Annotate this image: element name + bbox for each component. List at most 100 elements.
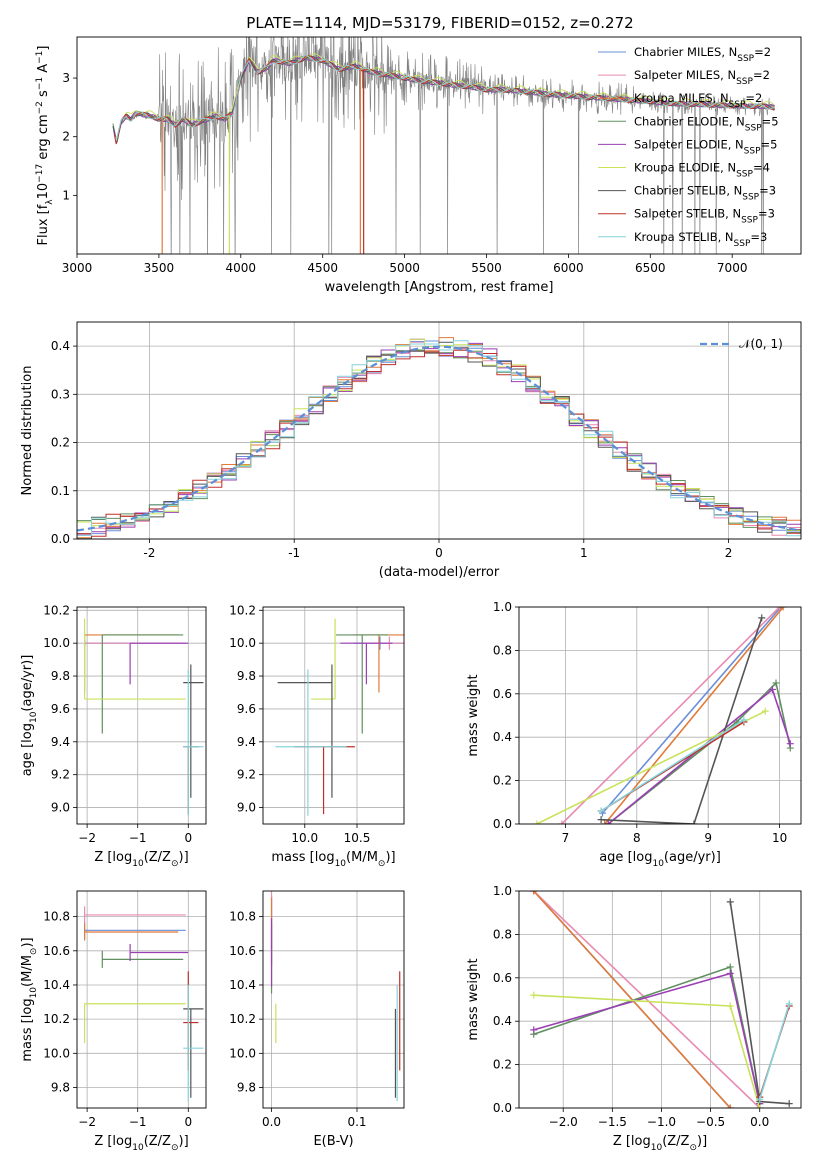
y-tick-label: 10.6	[229, 944, 256, 958]
y-tick-label: 0.3	[51, 387, 70, 401]
weight-line-chabrier_elodie	[607, 681, 792, 824]
weight-marker-kroupa_stelib	[756, 1095, 764, 1103]
weight-marker-chabrier_stelib	[785, 1100, 793, 1108]
y-tick-label: 1	[62, 188, 70, 202]
legend-entry-kroupa_elodie: Kroupa ELODIE, NSSP=4	[634, 161, 770, 180]
y-tick-label: 1.0	[493, 600, 512, 614]
x-tick-label: -2	[143, 546, 155, 560]
weight-marker-kroupa_elodie	[530, 991, 538, 999]
axes-frame	[262, 890, 405, 1109]
x-tick-label: 6500	[635, 261, 666, 275]
y-tick-label: 0.8	[493, 927, 512, 941]
weight-marker-chabrier_stelib	[758, 614, 766, 622]
x-tick-label: 0.0	[262, 1115, 281, 1129]
x-tick-label: 4500	[307, 261, 338, 275]
panel-0-data	[112, 37, 776, 254]
weight-marker-kroupa_miles	[530, 891, 538, 895]
y-tick-label: 9.4	[51, 735, 70, 749]
y-axis-label: mass weight	[466, 958, 481, 1040]
weight-line-kroupa_miles	[533, 891, 731, 1108]
y-tick-label: 3	[62, 71, 70, 85]
axes-frame	[76, 321, 802, 540]
y-tick-label: 9.8	[237, 1080, 256, 1094]
weight-line-chabrier_stelib	[601, 617, 763, 824]
x-axis-label: (data-model)/error	[379, 565, 500, 580]
x-tick-label: 2	[725, 546, 733, 560]
weight-line-kroupa_stelib	[600, 719, 745, 812]
text-layer: 3000 3500 4000 4500 5000 5500 6000 6500 7000123w…	[20, 45, 787, 1153]
weight-line-kroupa_elodie	[533, 994, 761, 1108]
weight-marker-chabrier_elodie	[726, 963, 734, 971]
x-axis-label: Z [log10(Z/Z⊙)]	[613, 1134, 707, 1153]
y-tick-label: 2	[62, 130, 70, 144]
weight-marker-kroupa_elodie	[756, 1104, 764, 1108]
y-tick-label: 10.2	[229, 603, 256, 617]
y-tick-label: 0.0	[51, 532, 70, 546]
gaussian-curve	[77, 345, 801, 532]
weight-marker-salpeter_elodie	[768, 685, 776, 693]
grid-layer	[77, 322, 801, 1109]
y-tick-label: 9.4	[237, 735, 256, 749]
y-tick-label: 10.8	[229, 910, 256, 924]
x-tick-label: 5500	[471, 261, 502, 275]
weight-marker-kroupa_stelib	[597, 807, 605, 815]
y-axis-label: Normed distribution	[20, 366, 35, 496]
legend-entry-salpeter_miles: Salpeter MILES, NSSP=2	[634, 68, 770, 87]
weight-marker-kroupa_elodie	[533, 820, 541, 824]
weight-marker-kroupa_stelib	[785, 1000, 793, 1008]
y-tick-label: 9.6	[237, 702, 256, 716]
data-layer	[77, 37, 801, 1108]
y-tick-label: 0.2	[493, 1058, 512, 1072]
panel-3-data	[275, 618, 404, 816]
x-tick-label: 10.0	[291, 831, 318, 845]
weight-marker-kroupa_elodie	[726, 1002, 734, 1010]
y-tick-label: 9.6	[51, 702, 70, 716]
y-tick-label: 10.2	[229, 1012, 256, 1026]
y-tick-label: 0.0	[493, 817, 512, 831]
y-tick-label: 9.2	[51, 768, 70, 782]
y-tick-label: 10.6	[43, 944, 70, 958]
x-axis-label: age [log10(age/yr)]	[599, 850, 721, 869]
legend-entry-salpeter_stelib: Salpeter STELIB, NSSP=3	[634, 207, 775, 226]
gaussian-legend-label: 𝒩(0, 1)	[739, 337, 783, 351]
y-tick-label: 0.2	[51, 436, 70, 450]
weight-marker-kroupa_stelib	[740, 716, 748, 724]
y-tick-label: 10.0	[229, 636, 256, 650]
y-tick-label: 0.6	[493, 971, 512, 985]
y-tick-label: 0.0	[493, 1101, 512, 1115]
x-tick-label: −1	[129, 1115, 147, 1129]
x-tick-label: −1	[129, 831, 147, 845]
y-tick-label: 10.4	[229, 978, 256, 992]
axes-frame	[76, 606, 207, 825]
weight-marker-salpeter_elodie	[726, 969, 734, 977]
x-tick-label: 3000	[62, 261, 93, 275]
panel-7-data	[530, 891, 793, 1108]
x-tick-label: 7	[562, 831, 570, 845]
legend-entry-kroupa_miles: Kroupa MILES, NSSP=2	[634, 91, 762, 110]
weight-line-salpeter_miles	[561, 607, 781, 824]
y-tick-label: 10.2	[43, 603, 70, 617]
weight-marker-kroupa_miles	[601, 820, 609, 824]
y-axis-label: Flux [fλ10−17 erg cm−2 s−1 A−1]	[35, 46, 55, 246]
x-tick-label: 10	[772, 831, 787, 845]
y-tick-label: 0.6	[493, 687, 512, 701]
x-tick-label: 0	[184, 831, 192, 845]
weight-marker-chabrier_stelib	[690, 820, 698, 824]
figure-title: PLATE=1114, MJD=53179, FIBERID=0152, z=0…	[246, 14, 633, 32]
x-tick-label: −2	[78, 1115, 96, 1129]
y-axis-label: age [log10(age/yr)]	[20, 655, 39, 777]
y-axis-label: mass [log10(M/M⊙)]	[20, 937, 39, 1061]
weight-marker-salpeter_elodie	[604, 820, 612, 824]
x-tick-label: −2	[78, 831, 96, 845]
y-axis-label: mass weight	[466, 674, 481, 756]
y-tick-label: 9.0	[237, 801, 256, 815]
x-tick-label: -1	[288, 546, 300, 560]
x-tick-label: 10.5	[344, 831, 371, 845]
y-tick-label: 9.8	[51, 669, 70, 683]
weight-marker-salpeter_miles	[776, 607, 784, 611]
x-tick-label: 5000	[389, 261, 420, 275]
weight-marker-kroupa_miles	[726, 1104, 734, 1108]
weight-marker-chabrier_stelib	[597, 816, 605, 824]
panel-5-data	[83, 906, 204, 1102]
panel-4-data	[533, 607, 794, 824]
